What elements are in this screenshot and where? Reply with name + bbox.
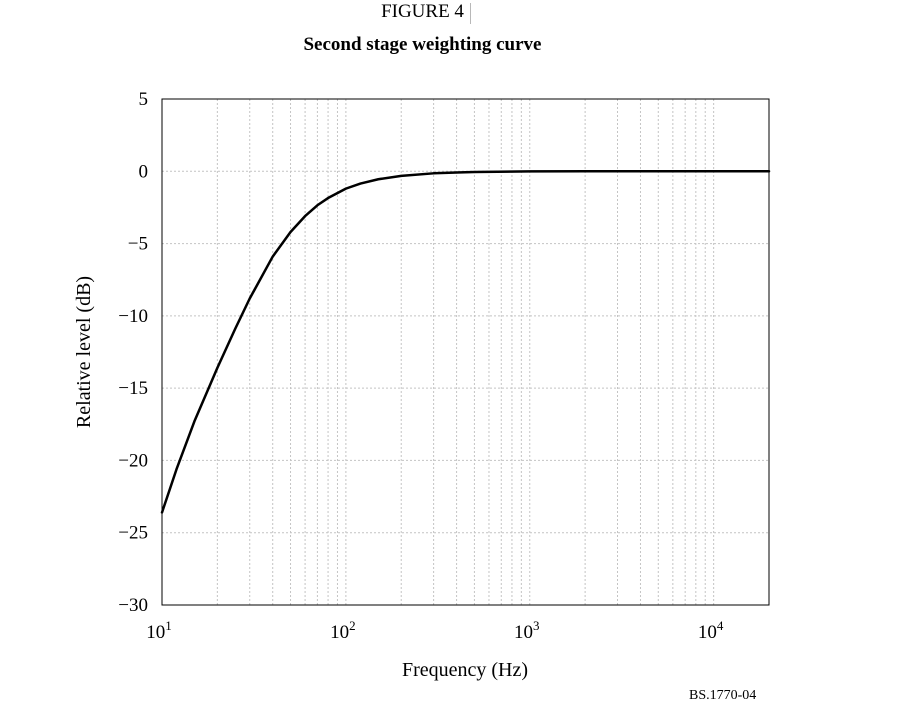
grid [162, 99, 769, 605]
figure-title: Second stage weighting curve [303, 34, 542, 55]
x-tick-label: 101 [146, 618, 172, 643]
axes [161, 98, 770, 606]
x-tick-label: 103 [514, 618, 540, 643]
y-tick-label: 0 [139, 161, 149, 182]
figure-reference-code: BS.1770-04 [689, 688, 757, 703]
y-tick-label: −5 [128, 234, 148, 255]
y-tick-label: −10 [118, 306, 148, 327]
x-tick-label: 104 [698, 618, 724, 643]
figure-label: FIGURE 4 [381, 1, 464, 22]
series [160, 170, 771, 514]
y-tick-label: −25 [118, 523, 148, 544]
y-tick-label: −15 [118, 378, 148, 399]
plot-frame [161, 98, 770, 606]
y-tick-label: −30 [118, 595, 148, 616]
x-tick-label: 102 [330, 618, 356, 643]
weighting-curve-line [160, 170, 771, 514]
text-cursor [470, 3, 471, 24]
y-tick-label: −20 [118, 450, 148, 471]
x-axis-label: Frequency (Hz) [402, 659, 528, 681]
y-tick-label: 5 [139, 89, 149, 110]
y-axis-label: Relative level (dB) [73, 276, 95, 428]
